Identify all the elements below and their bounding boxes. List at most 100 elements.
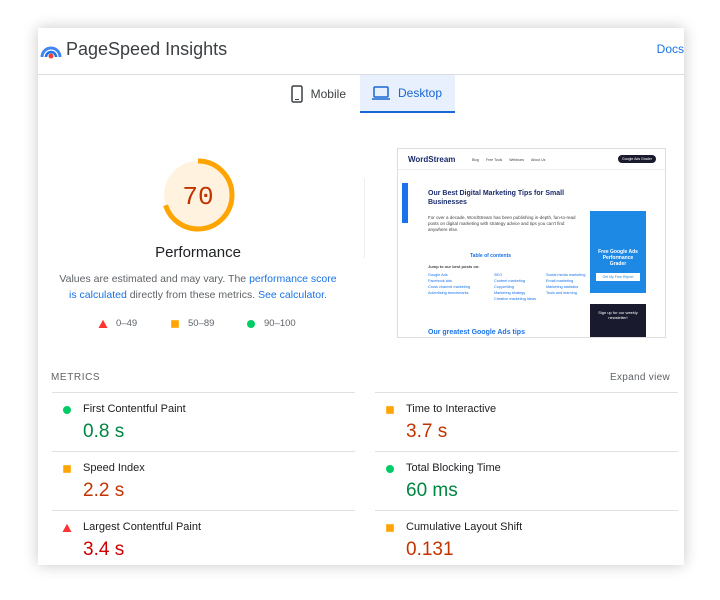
metric-divider — [52, 392, 355, 393]
toc-item: Social media marketing — [546, 273, 586, 277]
tab-desktop[interactable]: Desktop — [360, 75, 455, 113]
icon-square — [386, 524, 394, 532]
metric-divider — [375, 451, 678, 452]
docs-link[interactable]: Docs — [656, 42, 684, 56]
note-link[interactable]: performance score is calculated — [69, 273, 337, 301]
metric-name: Total Blocking Time — [406, 462, 501, 474]
toc-item: Marketing strategy — [494, 291, 526, 295]
toc-column: Social media marketing Email marketing Mar… — [546, 272, 594, 296]
toc-item: Copywriting — [494, 285, 514, 289]
metric-value: 0.8 s — [83, 421, 125, 442]
site-menu: Blog Free Tools Webinars About Us — [472, 158, 545, 162]
ad-text: Free Google Ads Performance Grader — [598, 249, 638, 267]
logo — [40, 46, 62, 59]
metrics-heading: METRICS — [51, 372, 101, 383]
metric-name: Time to Interactive — [406, 403, 497, 415]
gauge-arc — [161, 158, 235, 232]
icon-triangle — [62, 523, 72, 532]
status-icon — [98, 319, 108, 328]
status-icon — [247, 319, 255, 328]
score-value: 70 — [182, 182, 213, 212]
metric-name: Largest Contentful Paint — [83, 521, 202, 533]
legend-item: 0–49 — [98, 318, 137, 329]
newsletter-box: Sign up for our weekly newsletter! — [590, 304, 646, 337]
metric-value: 0.131 — [406, 539, 454, 560]
metric-name: Cumulative Layout Shift — [406, 521, 523, 533]
metric-value: 2.2 s — [83, 480, 125, 501]
toc-jump: Jump to our best posts on: — [428, 264, 480, 269]
toc-item: Creative marketing ideas — [494, 297, 536, 301]
legend-item: 50–89 — [170, 318, 214, 329]
metric-value: 3.7 s — [406, 421, 448, 442]
status-icon — [386, 406, 394, 414]
toc-item: SEO — [494, 273, 503, 277]
note-text: directly from these metrics. — [126, 289, 259, 301]
toc-item: Advertising benchmarks — [428, 291, 469, 295]
note-text: Values are estimated and may vary. The — [59, 273, 250, 285]
ad-box: Free Google Ads Performance Grader Get M… — [590, 211, 646, 293]
header: PageSpeed Insights Docs — [38, 28, 684, 75]
icon-square — [386, 406, 394, 414]
metric-name: Speed Index — [83, 462, 145, 474]
icon-circle — [386, 465, 394, 473]
icon-circle — [63, 406, 71, 414]
menu-item: Free Tools — [486, 158, 503, 162]
toc-item: Google Ads — [428, 273, 448, 277]
legend-item: 90–100 — [246, 318, 296, 329]
app-window: PageSpeed Insights Docs Mobile Desktop 7… — [38, 28, 684, 565]
divider — [364, 178, 365, 258]
toc-item: Cross channel marketing — [428, 285, 470, 289]
score-note: Values are estimated and may vary. The p… — [58, 271, 338, 303]
toc-item: Tools and learning — [546, 291, 577, 295]
gauge-bg — [164, 161, 232, 229]
status-icon — [171, 319, 179, 328]
site-button: Google Ads Grader — [618, 155, 656, 163]
page-screenshot: WordStream Blog Free Tools Webinars About U… — [397, 148, 666, 338]
toc-item: Marketing statistics — [546, 285, 579, 289]
tab-label: Mobile — [310, 87, 346, 101]
toc-title: Table of contents — [470, 253, 512, 259]
legend-label: 0–49 — [116, 318, 138, 329]
toc-item: Content marketing — [494, 279, 526, 283]
status-icon — [63, 406, 71, 414]
mobile-icon — [291, 85, 303, 103]
metric-divider — [52, 451, 355, 452]
note-link[interactable]: See calculator. — [258, 289, 327, 301]
metric-value: 3.4 s — [83, 539, 125, 560]
newsletter-text: Sign up for our weekly newsletter! — [598, 310, 638, 320]
post-title: Our Best Digital Marketing Tips for Smal… — [428, 190, 565, 206]
icon-triangle — [98, 319, 108, 328]
category-label: Performance — [155, 244, 241, 261]
toc-column: Google Ads Facebook ads Cross channel mark… — [428, 272, 476, 296]
tab-label: Desktop — [398, 86, 443, 100]
icon-square — [171, 319, 179, 328]
metric-divider — [52, 510, 355, 511]
status-icon — [63, 465, 71, 473]
legend-label: 90–100 — [264, 318, 296, 329]
site-logo: WordStream — [408, 155, 456, 164]
status-icon — [386, 524, 394, 532]
toc-item: Facebook ads — [428, 279, 452, 283]
status-icon — [62, 523, 72, 532]
menu-item: Webinars — [509, 158, 525, 162]
app-title: PageSpeed Insights — [66, 39, 228, 59]
score-gauge: 70 — [161, 158, 235, 232]
post-intro: For over a decade, WordStream has been p… — [428, 215, 576, 232]
metric-divider — [375, 510, 678, 511]
menu-item: About Us — [531, 158, 546, 162]
metric-divider — [375, 392, 678, 393]
desktop-icon — [372, 86, 390, 100]
status-icon — [386, 465, 394, 473]
metric-name: First Contentful Paint — [83, 403, 186, 415]
toc-item: Email marketing — [546, 279, 574, 283]
social-bar — [402, 183, 408, 223]
ad-button: Get My Free Report — [596, 273, 640, 281]
next-heading: Our greatest Google Ads tips — [428, 329, 525, 336]
legend-label: 50–89 — [188, 318, 215, 329]
tab-mobile[interactable]: Mobile — [278, 75, 358, 113]
site-nav — [398, 149, 665, 170]
icon-circle — [247, 319, 255, 328]
menu-item: Blog — [472, 158, 480, 162]
expand-view[interactable]: Expand view — [610, 372, 670, 383]
